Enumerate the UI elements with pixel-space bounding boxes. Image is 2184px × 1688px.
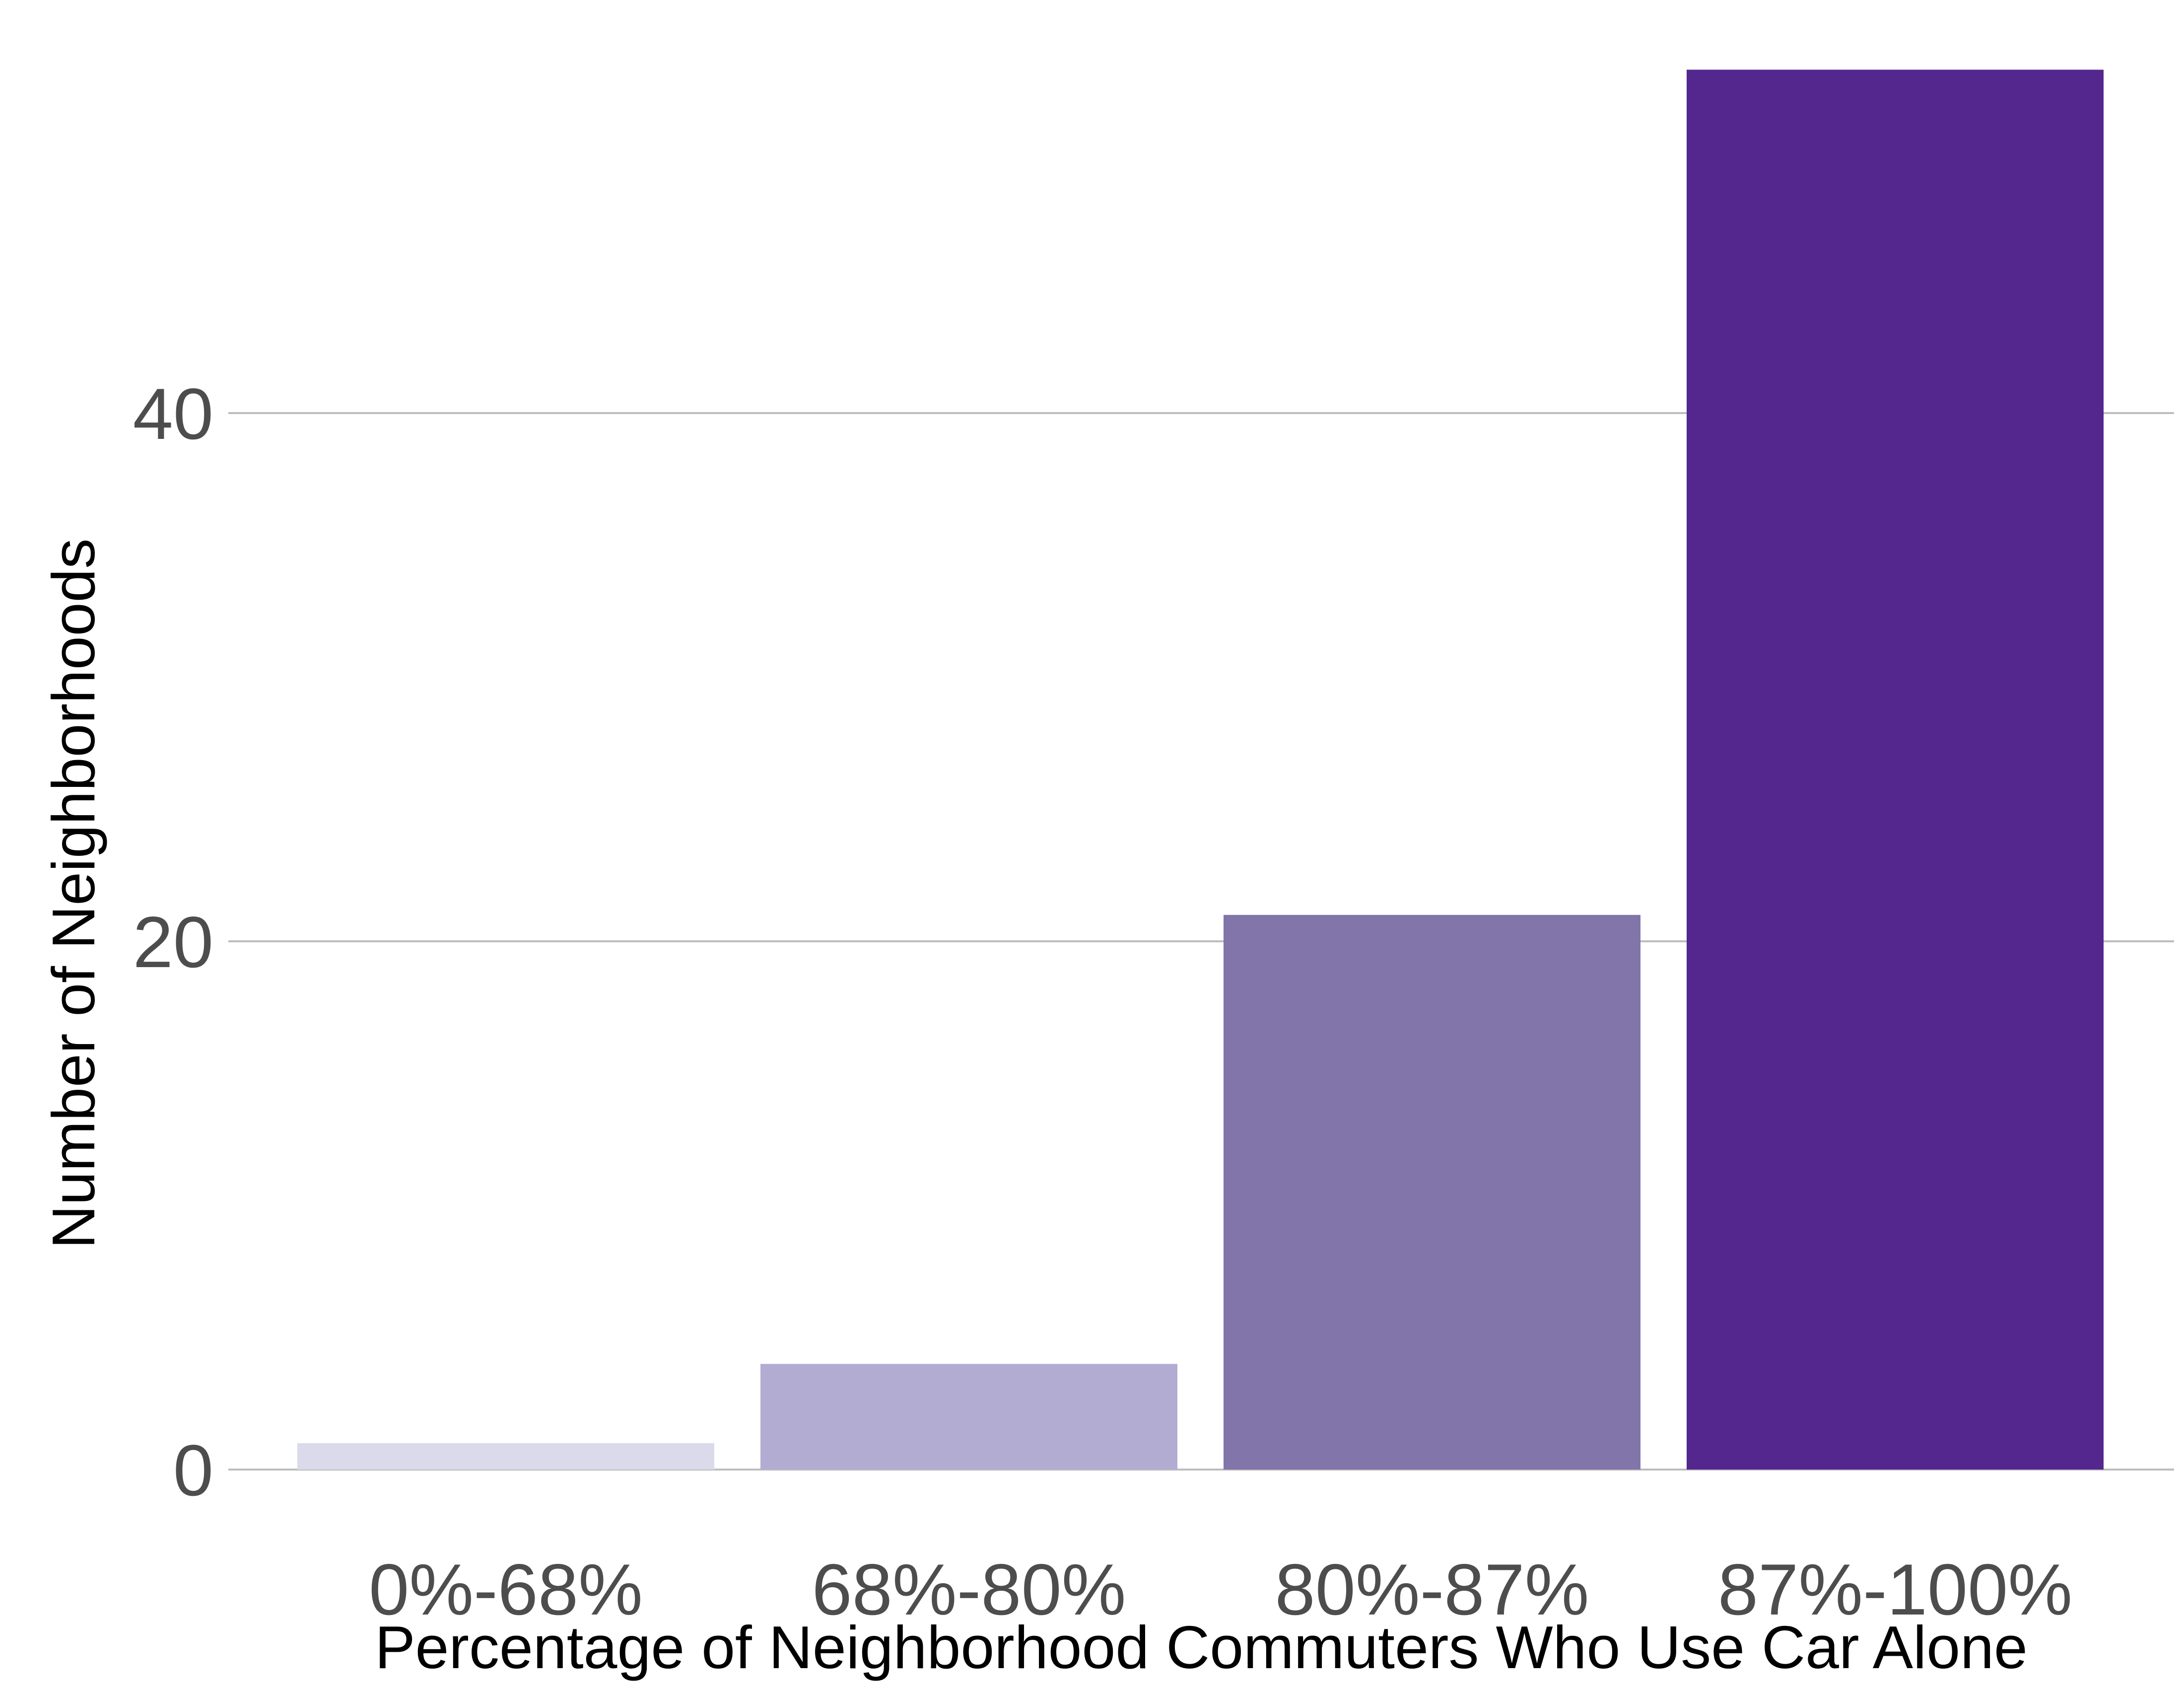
y-tick-label: 0 <box>173 1430 213 1511</box>
x-tick-label: 80%-87% <box>1275 1549 1589 1630</box>
y-axis-title: Number of Neighborhoods <box>40 539 107 1249</box>
bar-68%-80% <box>760 1364 1177 1470</box>
bar-80%-87% <box>1224 914 1640 1470</box>
x-tick-label: 68%-80% <box>812 1549 1126 1630</box>
bars <box>297 70 2104 1470</box>
bar-0%-68% <box>297 1443 714 1470</box>
y-tick-labels: 0 20 40 <box>133 373 213 1511</box>
x-tick-labels: 0%-68% 68%-80% 80%-87% 87%-100% <box>369 1549 2072 1630</box>
x-tick-label: 87%-100% <box>1718 1549 2072 1630</box>
x-tick-label: 0%-68% <box>369 1549 643 1630</box>
y-tick-label: 20 <box>133 902 213 983</box>
bar-87%-100% <box>1687 70 2104 1470</box>
y-tick-label: 40 <box>133 373 213 454</box>
x-axis-title: Percentage of Neighborhood Commuters Who… <box>375 1614 2028 1681</box>
